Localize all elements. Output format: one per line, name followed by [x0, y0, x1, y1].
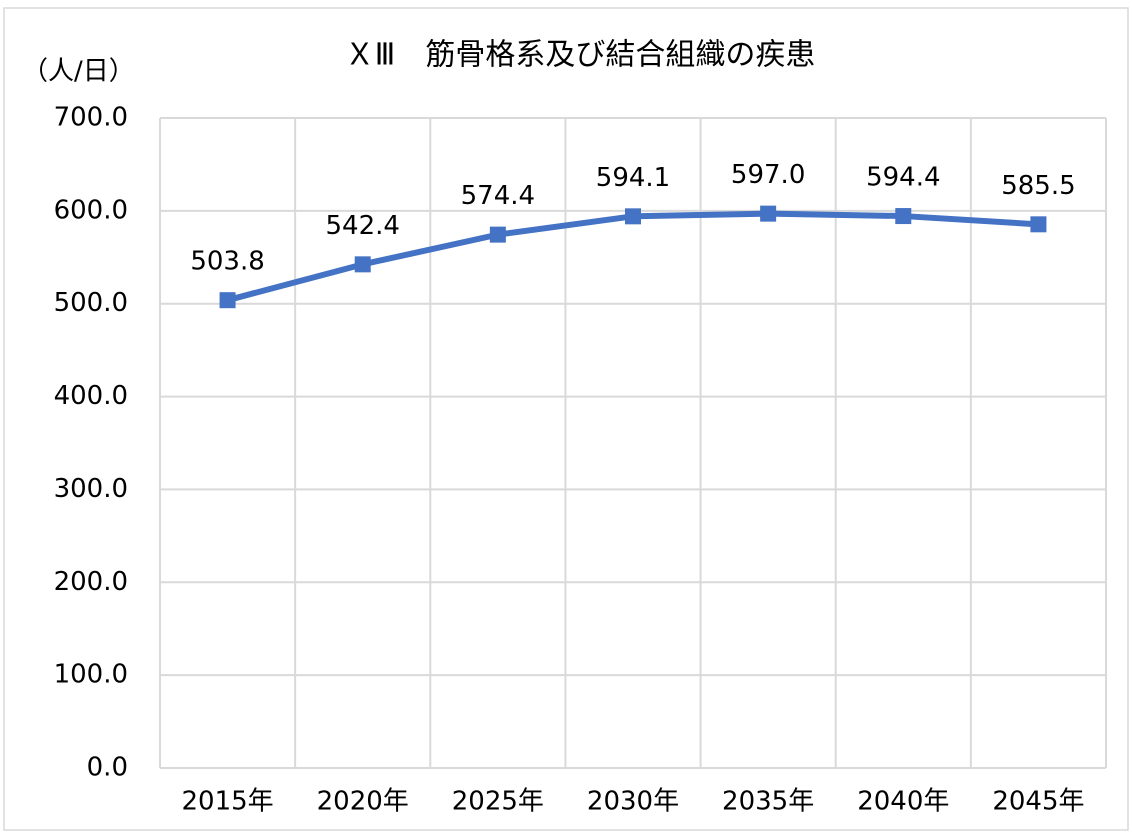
- marker: [625, 208, 641, 225]
- y-tick-label: 400.0: [54, 381, 128, 411]
- x-tick-label: 2015年: [181, 787, 273, 817]
- y-tick-label: 300.0: [54, 474, 128, 504]
- data-label: 594.4: [866, 163, 940, 193]
- data-label: 594.1: [596, 163, 670, 193]
- y-tick-label: 0.0: [87, 753, 128, 783]
- y-tick-label: 100.0: [54, 660, 128, 690]
- chart-title: ＸⅢ 筋骨格系及び結合組織の疾患: [345, 38, 816, 73]
- data-label: 597.0: [731, 160, 805, 190]
- y-axis-label: （人/日）: [22, 57, 135, 87]
- data-label: 585.5: [1001, 171, 1075, 201]
- x-tick-label: 2030年: [587, 787, 679, 817]
- marker: [1030, 216, 1047, 233]
- y-tick-label: 200.0: [54, 567, 128, 597]
- marker: [219, 292, 236, 309]
- x-tick-label: 2045年: [992, 787, 1084, 817]
- marker: [354, 256, 371, 273]
- x-tick-label: 2040年: [857, 787, 949, 817]
- x-tick-label: 2035年: [722, 787, 814, 817]
- data-label: 574.4: [461, 181, 535, 211]
- marker: [760, 205, 777, 222]
- x-tick-label: 2020年: [317, 787, 409, 817]
- data-label: 503.8: [190, 247, 264, 277]
- marker: [895, 208, 912, 225]
- y-tick-label: 500.0: [54, 288, 128, 318]
- y-tick-label: 700.0: [54, 103, 128, 133]
- data-label: 542.4: [325, 211, 399, 241]
- x-tick-label: 2025年: [452, 787, 544, 817]
- y-tick-label: 600.0: [54, 195, 128, 225]
- marker: [489, 226, 506, 243]
